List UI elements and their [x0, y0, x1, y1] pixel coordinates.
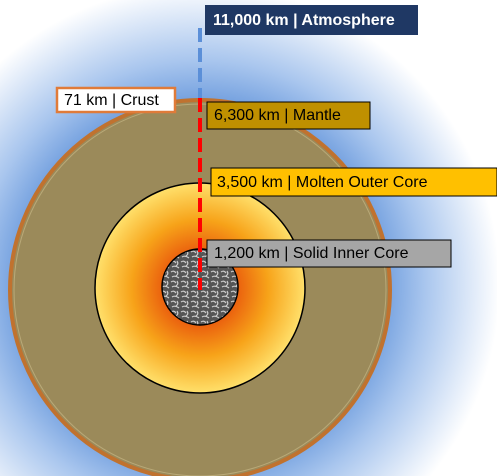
atmosphere-label: 11,000 km | Atmosphere	[213, 12, 395, 29]
earth-diagram: 11,000 km | Atmosphere 71 km | Crust 6,3…	[0, 0, 497, 476]
crust-label: 71 km | Crust	[64, 92, 159, 109]
inner-core-label: 1,200 km | Solid Inner Core	[214, 245, 409, 262]
mantle-label: 6,300 km | Mantle	[214, 107, 341, 124]
outer-core-label: 3,500 km | Molten Outer Core	[217, 174, 428, 191]
